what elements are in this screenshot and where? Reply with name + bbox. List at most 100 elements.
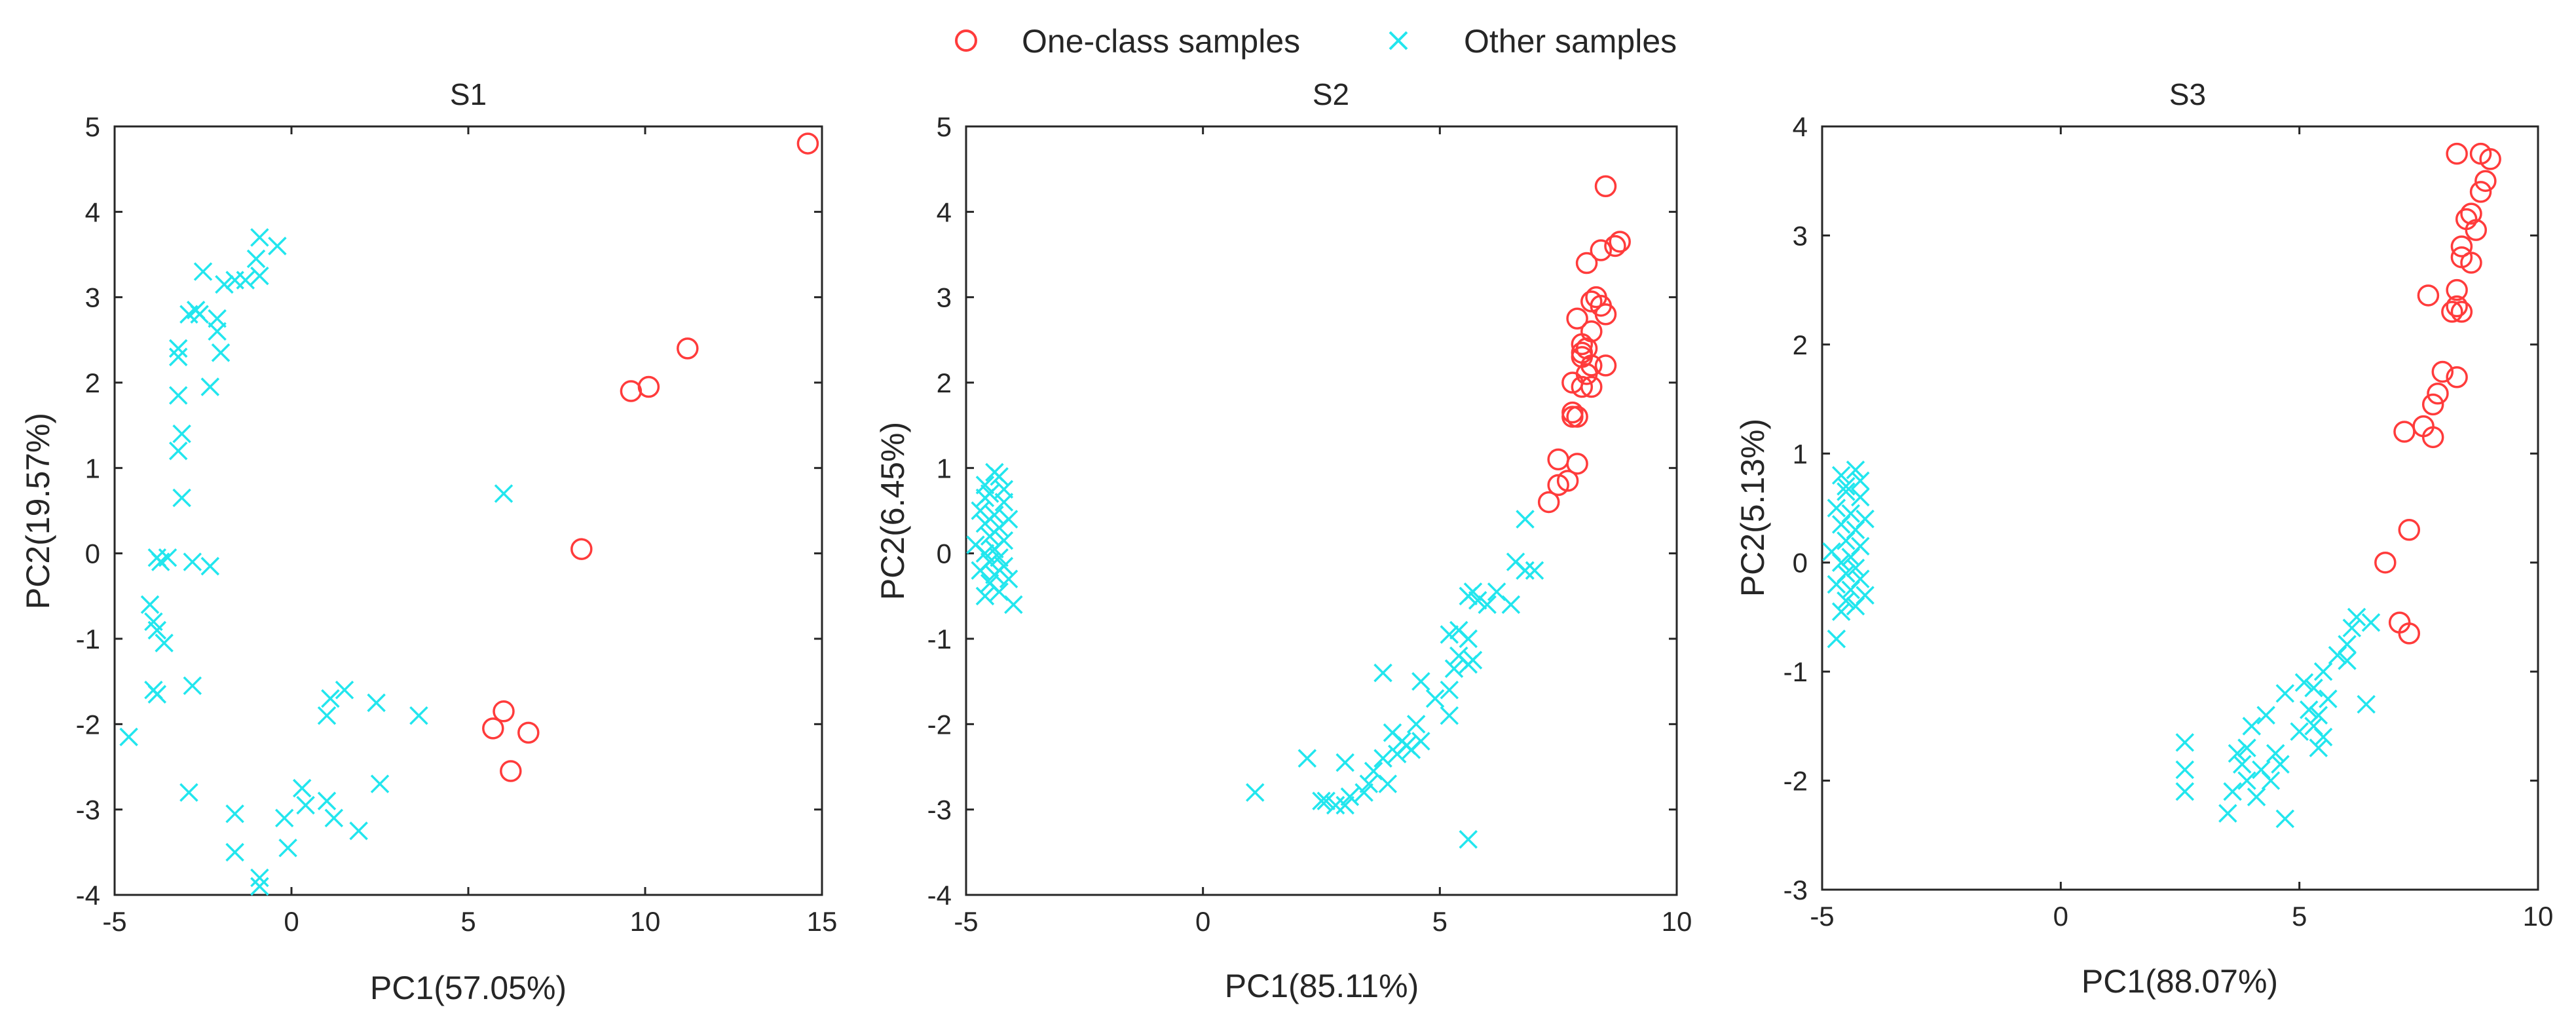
other-point (2256, 706, 2275, 725)
other-point (2175, 782, 2195, 801)
other-point (2290, 722, 2309, 741)
y-tick-label: 3 (937, 282, 952, 313)
x-axis-label: PC1(57.05%) (370, 970, 567, 1006)
one-class-point (2374, 551, 2397, 574)
y-tick-label: 3 (85, 282, 100, 313)
other-point (367, 693, 386, 712)
other-point (2237, 771, 2256, 790)
other-point (370, 774, 390, 793)
other-point (1387, 744, 1407, 764)
one-class-point (677, 337, 699, 360)
other-point (1312, 791, 1331, 810)
other-point (1501, 595, 1521, 615)
y-tick-label: 0 (85, 539, 100, 569)
other-point (2218, 804, 2237, 823)
other-point (1459, 629, 1478, 649)
other-point (971, 561, 990, 580)
other-point (1359, 774, 1379, 793)
other-point (1406, 715, 1426, 734)
other-point (1335, 795, 1354, 815)
x-tick-label: 10 (2523, 901, 2554, 932)
other-point (168, 339, 188, 358)
one-class-point (1609, 231, 1631, 253)
other-point (268, 237, 287, 256)
other-point (2313, 727, 2333, 747)
panel-s1: S1 -4 -3 -2 -1 0 1 2 3 4 5 -5 0 5 10 15 PC1(57.05%) P… (20, 77, 837, 1006)
other-point (250, 228, 269, 247)
x-tick-label: 10 (1662, 906, 1692, 937)
other-point (140, 595, 160, 615)
other-point (1827, 575, 1846, 594)
other-point (975, 488, 995, 508)
other-point (168, 347, 188, 367)
y-tick-label: -3 (927, 795, 952, 825)
other-point (179, 305, 198, 324)
other-point (1297, 749, 1317, 768)
other-point (2247, 787, 2266, 806)
one-class-point (1594, 175, 1617, 197)
y-tick-label: -3 (1783, 875, 1808, 905)
other-point (200, 377, 220, 396)
one-class-point (517, 721, 540, 744)
other-point (274, 808, 294, 827)
other-point (349, 822, 368, 841)
other-point (1837, 476, 1856, 496)
x-axis-label: PC1(88.07%) (2081, 963, 2278, 1000)
y-tick-labels: -3 -2 -1 0 1 2 3 4 (1783, 111, 1808, 905)
legend-label-one-class: One-class samples (1022, 23, 1300, 60)
other-point (183, 552, 202, 571)
one-class-point (2474, 170, 2497, 192)
other-point (1525, 561, 1544, 580)
other-point (1411, 732, 1430, 751)
other-point (2300, 700, 2319, 719)
other-point (1516, 510, 1535, 529)
one-class-point (500, 760, 522, 782)
x-tick-label: 5 (2292, 901, 2307, 932)
other-point (147, 620, 167, 640)
x-tick-label: 5 (1432, 906, 1447, 937)
other-point (409, 706, 428, 725)
other-point (2228, 744, 2247, 763)
one-class-point (2421, 426, 2444, 449)
other-point (321, 689, 340, 708)
other-point (250, 868, 269, 888)
legend-label-other: Other samples (1464, 23, 1677, 60)
y-tick-label: 1 (85, 453, 100, 483)
one-class-point (2417, 284, 2440, 307)
one-class-point (2427, 383, 2449, 405)
x-tick-label: 0 (2053, 901, 2068, 932)
y-tick-labels: -4 -3 -2 -1 0 1 2 3 4 5 (927, 111, 952, 911)
other-point (2304, 678, 2323, 698)
one-class-point (1566, 307, 1588, 330)
other-point (985, 565, 1004, 584)
x-axis-label: PC1(85.11%) (1225, 968, 1419, 1004)
panel-s3: S3 -3 -2 -1 0 1 2 3 4 -5 0 5 10 PC1(88.07%) PC2(5.… (1734, 77, 2553, 1000)
other-point (225, 804, 244, 823)
other-point (147, 685, 167, 704)
other-point (250, 266, 269, 286)
other-point (324, 808, 344, 827)
other-point (975, 514, 995, 533)
other-point (1846, 461, 1865, 480)
other-point (980, 527, 999, 546)
other-point (246, 249, 266, 269)
other-point (1378, 774, 1398, 793)
other-point (2342, 618, 2362, 637)
other-point (200, 556, 220, 576)
other-point (1837, 482, 1856, 501)
other-point (183, 676, 202, 695)
x-tick-label: 0 (1195, 906, 1210, 937)
y-tick-label: -4 (76, 880, 100, 911)
one-class-point (2465, 219, 2488, 241)
other-point (335, 680, 354, 700)
other-point (158, 548, 177, 567)
other-points (119, 228, 513, 896)
one-class-points (482, 132, 819, 782)
other-point (1846, 597, 1865, 616)
one-class-point (1566, 406, 1588, 428)
one-class-point (620, 380, 643, 402)
other-points (1822, 461, 2381, 829)
y-tick-label: -2 (1783, 766, 1808, 797)
other-point (1444, 659, 1464, 678)
one-class-point (2479, 148, 2501, 170)
